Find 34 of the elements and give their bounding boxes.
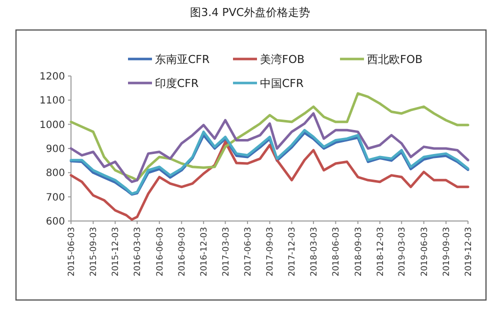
y-tick-label: 900 — [46, 144, 65, 155]
x-tick-label: 2017-06-03 — [244, 227, 254, 276]
x-tick-label: 2016-12-03 — [200, 227, 210, 276]
x-tick-label: 2016-06-03 — [155, 227, 166, 276]
x-tick-label: 2017-09-03 — [266, 227, 276, 276]
legend-label: 印度CFR — [155, 77, 200, 90]
y-tick-label: 1100 — [40, 96, 65, 107]
x-tick-label: 2018-03-03 — [309, 227, 320, 276]
x-tick-label: 2017-03-03 — [221, 227, 232, 276]
x-tick-label: 2017-12-03 — [288, 227, 298, 276]
legend-label: 美湾FOB — [260, 53, 305, 66]
y-tick-label: 1200 — [40, 72, 65, 82]
x-tick-label: 2019-03-03 — [398, 227, 408, 276]
y-tick-label: 700 — [46, 192, 65, 204]
legend-label: 中国CFR — [260, 77, 304, 90]
x-tick-label: 2019-12-03 — [464, 227, 474, 276]
x-tick-label: 2015-12-03 — [111, 227, 122, 276]
legend-label: 西北欧FOB — [367, 53, 423, 66]
line-series — [70, 112, 470, 184]
x-tick-label: 2015-06-03 — [67, 227, 77, 276]
legend-label: 东南亚CFR — [155, 53, 210, 66]
x-tick-label: 2016-03-03 — [133, 227, 144, 276]
x-tick-label: 2015-09-03 — [89, 227, 100, 276]
x-tick-label: 2019-06-03 — [420, 227, 430, 276]
x-tick-label: 2018-06-03 — [332, 227, 342, 276]
y-tick-label: 800 — [46, 168, 65, 180]
x-tick-label: 2018-09-03 — [354, 227, 364, 276]
x-tick-label: 2016-09-03 — [178, 227, 188, 276]
line-series — [70, 92, 470, 182]
chart-title: 图3.4 PVC外盘价格走势 — [190, 6, 310, 19]
x-tick-label: 2019-09-03 — [442, 227, 452, 276]
y-tick-label: 600 — [46, 216, 65, 228]
y-tick-label: 1000 — [40, 120, 65, 131]
x-tick-label: 2018-12-03 — [376, 227, 386, 276]
